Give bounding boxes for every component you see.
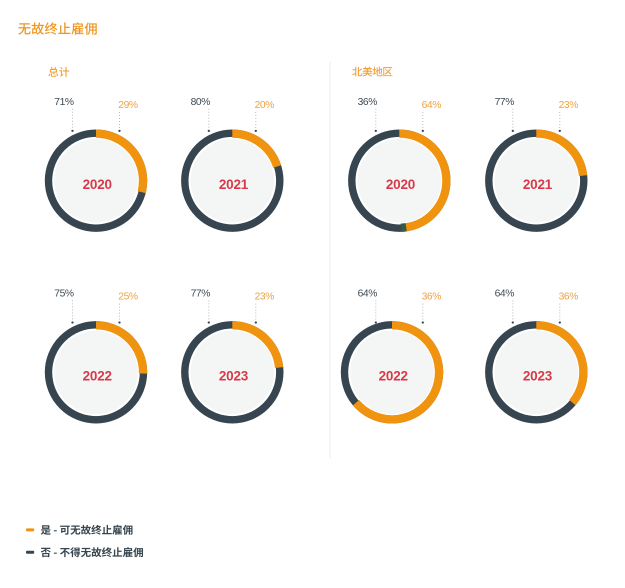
svg-text:77%: 77% <box>495 97 515 108</box>
svg-text:20%: 20% <box>255 100 275 111</box>
svg-text:77%: 77% <box>191 288 211 299</box>
svg-text:80%: 80% <box>191 97 211 108</box>
svg-text:2021: 2021 <box>523 177 553 192</box>
svg-text:36%: 36% <box>422 292 442 303</box>
svg-text:36%: 36% <box>559 292 579 303</box>
svg-text:71%: 71% <box>54 97 74 108</box>
svg-text:75%: 75% <box>54 288 74 299</box>
svg-text:29%: 29% <box>118 100 138 111</box>
svg-text:2023: 2023 <box>219 368 249 383</box>
svg-text:2020: 2020 <box>83 177 112 192</box>
svg-text:25%: 25% <box>118 292 138 303</box>
svg-text:23%: 23% <box>559 100 579 111</box>
svg-text:2022: 2022 <box>83 368 112 383</box>
svg-text:64%: 64% <box>495 288 515 299</box>
svg-text:64%: 64% <box>358 288 378 299</box>
svg-text:2023: 2023 <box>523 368 553 383</box>
svg-text:2022: 2022 <box>379 368 408 383</box>
svg-text:64%: 64% <box>422 100 442 111</box>
svg-text:23%: 23% <box>255 292 275 303</box>
svg-text:2021: 2021 <box>219 177 249 192</box>
svg-text:2020: 2020 <box>386 177 415 192</box>
svg-text:36%: 36% <box>358 97 378 108</box>
